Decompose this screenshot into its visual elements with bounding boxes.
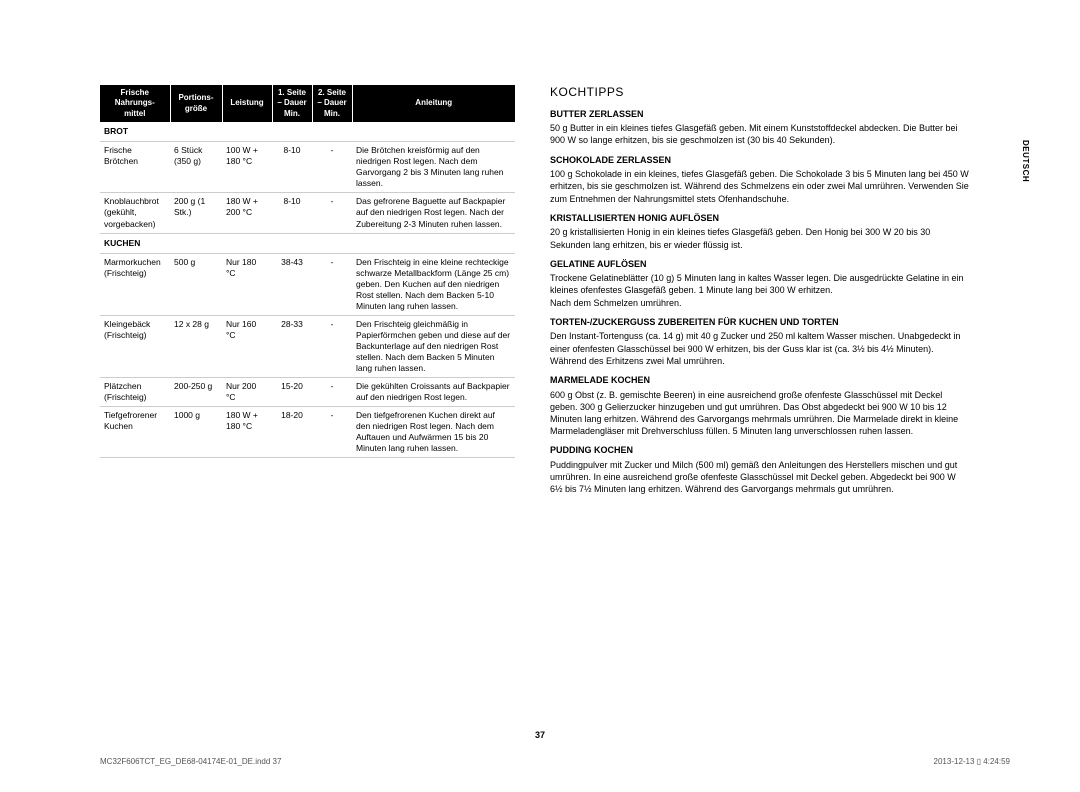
tip-text: Den Instant-Tortenguss (ca. 14 g) mit 40… bbox=[550, 330, 970, 366]
th-side1: 1. Seite– DauerMin. bbox=[272, 85, 312, 122]
cell: 15-20 bbox=[272, 378, 312, 407]
tip-text: 20 g kristallisierten Honig in ein klein… bbox=[550, 226, 970, 250]
cell: Das gefrorene Baguette auf Backpapier au… bbox=[352, 193, 515, 233]
tip-text: Trockene Gelatineblätter (10 g) 5 Minute… bbox=[550, 272, 970, 308]
th-portion: Portions-größe bbox=[170, 85, 222, 122]
section-row: KUCHEN bbox=[100, 233, 515, 253]
cell: Marmorkuchen (Frischteig) bbox=[100, 253, 170, 315]
tip-item: PUDDING KOCHEN Puddingpulver mit Zucker u… bbox=[550, 445, 970, 495]
table-row: Plätzchen (Frischteig)200-250 gNur 200 °… bbox=[100, 378, 515, 407]
page-number: 37 bbox=[535, 730, 545, 742]
tip-item: TORTEN-/ZUCKERGUSS ZUBEREITEN FÜR KUCHEN… bbox=[550, 317, 970, 367]
cell: 38-43 bbox=[272, 253, 312, 315]
section-row: BROT bbox=[100, 122, 515, 142]
cooking-table: Frische Nahrungs-mittel Portions-größe L… bbox=[100, 85, 515, 458]
cell: Den tiefgefrorenen Kuchen direkt auf den… bbox=[352, 407, 515, 458]
cell: - bbox=[312, 378, 352, 407]
cell: 8-10 bbox=[272, 193, 312, 233]
cell: 500 g bbox=[170, 253, 222, 315]
cell: Den Frischteig in eine kleine rechteckig… bbox=[352, 253, 515, 315]
th-side2: 2. Seite– DauerMin. bbox=[312, 85, 352, 122]
tip-heading: TORTEN-/ZUCKERGUSS ZUBEREITEN FÜR KUCHEN… bbox=[550, 317, 970, 329]
tip-item: GELATINE AUFLÖSENTrockene Gelatineblätte… bbox=[550, 259, 970, 309]
th-instructions: Anleitung bbox=[352, 85, 515, 122]
table-row: Knoblauchbrot (gekühlt, vorgebacken)200 … bbox=[100, 193, 515, 233]
cell: 12 x 28 g bbox=[170, 315, 222, 377]
cell: Die gekühlten Croissants auf Backpapier … bbox=[352, 378, 515, 407]
table-column: Frische Nahrungs-mittel Portions-größe L… bbox=[100, 85, 515, 495]
cell: Frische Brötchen bbox=[100, 142, 170, 193]
cell: 1000 g bbox=[170, 407, 222, 458]
tip-text: 50 g Butter in ein kleines tiefes Glasge… bbox=[550, 122, 970, 146]
tip-heading: KRISTALLISIERTEN HONIG AUFLÖSEN bbox=[550, 213, 970, 225]
footer-filename: MC32F606TCT_EG_DE68-04174E-01_DE.indd 37 bbox=[100, 757, 281, 767]
tip-text: 100 g Schokolade in ein kleines, tiefes … bbox=[550, 168, 970, 204]
table-row: Frische Brötchen6 Stück (350 g)100 W + 1… bbox=[100, 142, 515, 193]
table-row: Marmorkuchen (Frischteig)500 gNur 180 °C… bbox=[100, 253, 515, 315]
tip-heading: MARMELADE KOCHEN bbox=[550, 375, 970, 387]
cell: - bbox=[312, 407, 352, 458]
th-power: Leistung bbox=[222, 85, 272, 122]
tip-heading: SCHOKOLADE ZERLASSEN bbox=[550, 155, 970, 167]
cell: Nur 200 °C bbox=[222, 378, 272, 407]
table-body: BROTFrische Brötchen6 Stück (350 g)100 W… bbox=[100, 122, 515, 458]
table-header: Frische Nahrungs-mittel Portions-größe L… bbox=[100, 85, 515, 122]
tip-item: KRISTALLISIERTEN HONIG AUFLÖSEN20 g kris… bbox=[550, 213, 970, 251]
cell: 180 W + 200 °C bbox=[222, 193, 272, 233]
tip-text: 600 g Obst (z. B. gemischte Beeren) in e… bbox=[550, 389, 970, 438]
cell: 8-10 bbox=[272, 142, 312, 193]
cell: 28-33 bbox=[272, 315, 312, 377]
footer-timestamp: 2013-12-13 ▯ 4:24:59 bbox=[934, 757, 1010, 767]
page-content: Frische Nahrungs-mittel Portions-größe L… bbox=[0, 0, 1080, 535]
cell: - bbox=[312, 142, 352, 193]
cell: Nur 160 °C bbox=[222, 315, 272, 377]
tip-item: MARMELADE KOCHEN 600 g Obst (z. B. gemisc… bbox=[550, 375, 970, 437]
language-tab: DEUTSCH bbox=[1020, 140, 1030, 182]
cell: Knoblauchbrot (gekühlt, vorgebacken) bbox=[100, 193, 170, 233]
tips-list: BUTTER ZERLASSEN50 g Butter in ein klein… bbox=[550, 109, 970, 496]
tips-column: KOCHTIPPS BUTTER ZERLASSEN50 g Butter in… bbox=[550, 85, 970, 495]
cell: 180 W + 180 °C bbox=[222, 407, 272, 458]
cell: 18-20 bbox=[272, 407, 312, 458]
section-label: KUCHEN bbox=[100, 233, 515, 253]
section-label: BROT bbox=[100, 122, 515, 142]
cell: Plätzchen (Frischteig) bbox=[100, 378, 170, 407]
tip-heading: PUDDING KOCHEN bbox=[550, 445, 970, 457]
cell: Kleingebäck (Frischteig) bbox=[100, 315, 170, 377]
cell: 100 W + 180 °C bbox=[222, 142, 272, 193]
tip-heading: GELATINE AUFLÖSEN bbox=[550, 259, 970, 271]
cell: Nur 180 °C bbox=[222, 253, 272, 315]
tip-text: Puddingpulver mit Zucker und Milch (500 … bbox=[550, 459, 970, 495]
tip-item: BUTTER ZERLASSEN50 g Butter in ein klein… bbox=[550, 109, 970, 147]
cell: - bbox=[312, 315, 352, 377]
cell: Den Frischteig gleichmäßig in Papierförm… bbox=[352, 315, 515, 377]
cell: - bbox=[312, 253, 352, 315]
cell: 6 Stück (350 g) bbox=[170, 142, 222, 193]
cell: Die Brötchen kreisförmig auf den niedrig… bbox=[352, 142, 515, 193]
table-row: Kleingebäck (Frischteig)12 x 28 gNur 160… bbox=[100, 315, 515, 377]
cell: 200-250 g bbox=[170, 378, 222, 407]
cell: - bbox=[312, 193, 352, 233]
cell: 200 g (1 Stk.) bbox=[170, 193, 222, 233]
tip-item: SCHOKOLADE ZERLASSEN100 g Schokolade in … bbox=[550, 155, 970, 205]
th-food: Frische Nahrungs-mittel bbox=[100, 85, 170, 122]
tips-title: KOCHTIPPS bbox=[550, 85, 970, 101]
tip-heading: BUTTER ZERLASSEN bbox=[550, 109, 970, 121]
cell: Tiefgefrorener Kuchen bbox=[100, 407, 170, 458]
table-row: Tiefgefrorener Kuchen1000 g180 W + 180 °… bbox=[100, 407, 515, 458]
